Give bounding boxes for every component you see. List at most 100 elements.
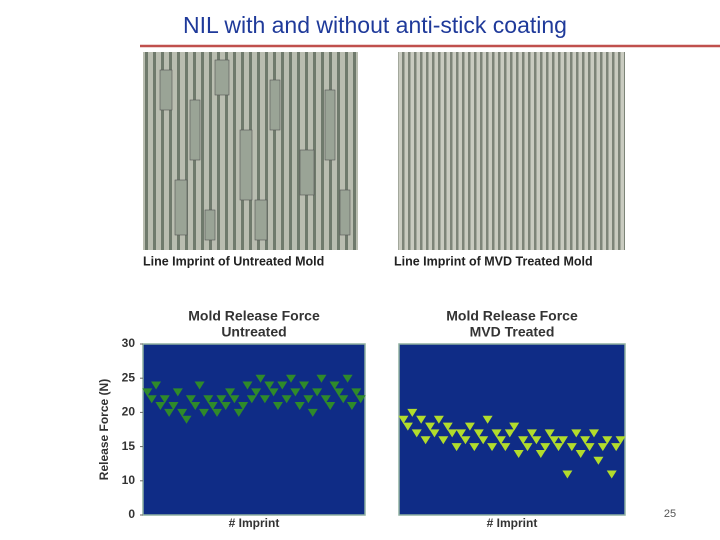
data-point [290,388,301,397]
data-point [531,436,542,445]
data-point [151,381,162,390]
data-point [575,449,586,458]
data-point [172,388,183,397]
data-point [203,395,214,404]
data-point [562,470,573,479]
caption: Line Imprint of Untreated Mold [143,254,324,268]
data-point [307,408,318,417]
data-point [469,443,480,452]
data-point [535,449,546,458]
data-point [303,395,314,404]
data-point [259,395,270,404]
data-point [155,402,166,411]
data-point [346,402,357,411]
data-point [255,374,266,383]
data-point [464,422,475,431]
data-point [491,429,502,438]
data-point [566,443,577,452]
data-point [438,436,449,445]
data-point [220,402,231,411]
data-point [451,443,462,452]
data-point [268,388,279,397]
data-point [518,436,529,445]
slide-title: NIL with and without anti-stick coating [183,12,567,38]
data-point [606,470,617,479]
data-point [246,395,257,404]
data-point [615,436,626,445]
chart-title: Mold Release Force [188,308,320,324]
data-point [338,395,349,404]
data-point [229,395,240,404]
data-point [333,388,344,397]
data-point [164,408,175,417]
data-point [482,415,493,424]
data-point [549,436,560,445]
data-point [238,402,249,411]
data-point [342,374,353,383]
y-tick-label: 25 [122,370,136,384]
data-point [216,395,227,404]
data-point [478,436,489,445]
data-point [185,395,196,404]
data-point [495,436,506,445]
defects [159,59,351,241]
data-point [325,402,336,411]
data-point [540,443,551,452]
caption: Line Imprint of MVD Treated Mold [394,254,593,268]
data-point [522,443,533,452]
data-point [264,381,275,390]
data-point [473,429,484,438]
data-point [416,415,427,424]
x-axis-title: # Imprint [487,516,538,530]
data-point [168,402,179,411]
plot-area [142,343,366,516]
y-axis-title: Release Force (N) [97,379,111,480]
data-point [142,388,153,397]
data-point [294,402,305,411]
data-point [225,388,236,397]
data-point [509,422,520,431]
data-point [571,429,582,438]
x-axis-title: # Imprint [229,516,280,530]
data-point [329,381,340,390]
data-point [597,443,608,452]
data-point [198,408,209,417]
y-tick-label: 30 [122,336,136,350]
chart-subtitle: MVD Treated [470,324,555,340]
data-point [272,402,283,411]
data-point [316,374,327,383]
data-point [212,408,222,417]
data-point [487,443,498,452]
data-point [277,381,288,390]
data-point [281,395,292,404]
data-point [194,381,205,390]
data-point [312,388,323,397]
data-point [513,449,524,458]
data-point [190,402,201,411]
data-point [402,422,413,431]
data-point [420,436,431,445]
data-point [588,429,599,438]
data-point [553,443,564,452]
data-point [442,422,453,431]
data-point [557,436,568,445]
data-point [580,436,591,445]
data-point [504,429,515,438]
data-point [181,415,192,424]
data-point [159,395,170,404]
data-point [351,388,362,397]
data-point [433,415,444,424]
data-point [602,436,613,445]
data-point [355,395,366,404]
data-point [398,415,409,424]
chart-title: Mold Release Force [446,308,578,324]
data-point [251,388,262,397]
data-point [456,429,467,438]
data-point [447,429,458,438]
data-point [177,408,188,417]
data-point [286,374,296,383]
data-point [233,408,244,417]
micrograph-treated [398,52,625,250]
page-number: 25 [664,508,676,520]
